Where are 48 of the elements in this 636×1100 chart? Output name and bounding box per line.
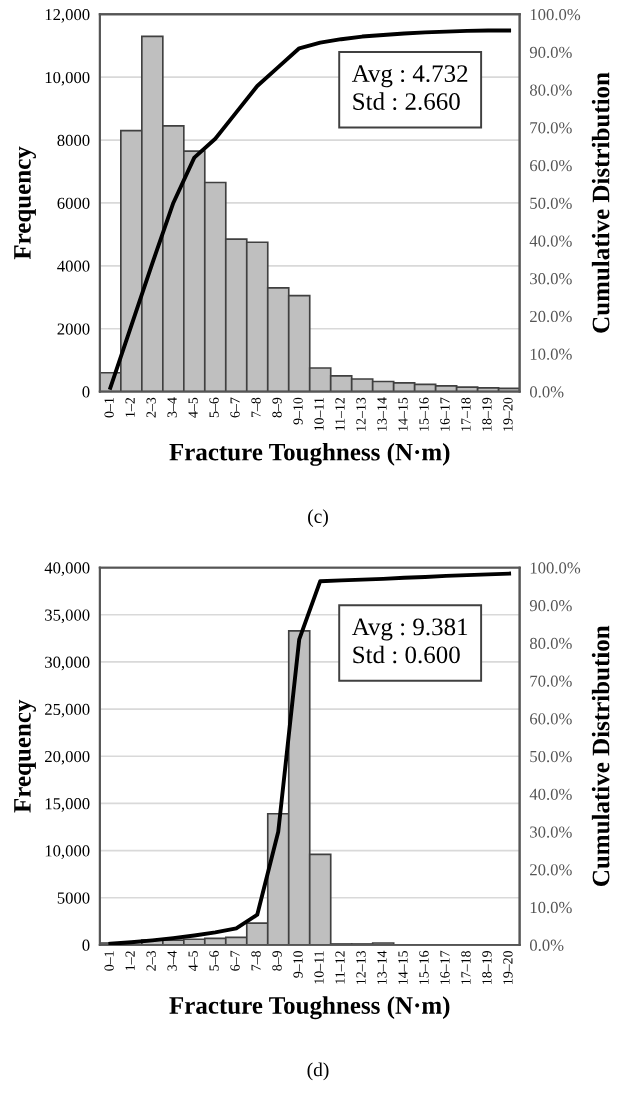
y-tick-label: 25,000	[45, 703, 90, 718]
x-axis-title: Fracture Toughness (N·m)	[169, 442, 450, 466]
y-tick-label: 5000	[57, 892, 90, 904]
y-tick-label: 35,000	[45, 609, 90, 624]
annotation: Avg : 9.381 Std : 0.600	[351, 618, 468, 664]
y2-tick-label: 30.0%	[530, 273, 572, 285]
y-tick-label: 0	[82, 939, 90, 951]
y2-tick-label: 70.0%	[530, 122, 572, 134]
y2-tick-label: 70.0%	[530, 675, 572, 687]
y-tick-label: 4000	[57, 260, 90, 272]
text: (c)	[308, 509, 328, 527]
annotation: Avg : 4.732 Std : 2.660	[351, 65, 468, 111]
y-tick-label: 40,000	[44, 562, 90, 576]
y-tick-label: 20,000	[45, 750, 90, 765]
y2-tick-label: 20.0%	[530, 864, 572, 876]
y-axis-title: Frequency	[14, 699, 36, 813]
y2-tick-label: 0.0%	[529, 386, 564, 398]
y-tick-label: 15,000	[45, 798, 90, 812]
y2-axis-title: Cumulative Distribution	[591, 72, 610, 333]
y2-tick-label: 40.0%	[529, 235, 572, 247]
y-axis-title: Frequency	[14, 146, 36, 260]
y2-tick-label: 10.0%	[530, 348, 572, 360]
y2-tick-label: 80.0%	[529, 637, 572, 650]
y-tick-label: 6000	[57, 197, 90, 209]
y2-tick-label: 50.0%	[530, 197, 572, 209]
text: (d)	[307, 1062, 329, 1081]
y2-tick-label: 20.0%	[530, 310, 572, 323]
y-tick-label: 10,000	[45, 71, 90, 86]
y2-tick-label: 40.0%	[529, 788, 572, 800]
y2-axis-title: Cumulative Distribution	[591, 625, 610, 886]
y-tick-label: 8000	[57, 134, 90, 147]
y-tick-label: 10,000	[45, 845, 90, 859]
y2-tick-label: 0.0%	[529, 939, 564, 951]
y2-tick-label: 100.0%	[530, 562, 581, 574]
y2-tick-label: 10.0%	[530, 901, 572, 914]
y2-tick-label: 90.0%	[529, 46, 572, 59]
y-tick-label: 0	[82, 386, 90, 398]
y-tick-label: 12,000	[45, 9, 90, 23]
y2-tick-label: 50.0%	[530, 750, 572, 763]
y2-tick-label: 30.0%	[530, 826, 572, 838]
y2-tick-label: 80.0%	[529, 84, 572, 96]
y-tick-label: 2000	[57, 323, 90, 335]
y2-tick-label: 60.0%	[530, 713, 572, 725]
y2-tick-label: 60.0%	[530, 159, 572, 172]
y2-tick-label: 100.0%	[530, 9, 581, 21]
y-tick-label: 30,000	[45, 656, 90, 671]
y2-tick-label: 90.0%	[529, 600, 572, 612]
x-axis-title: Fracture Toughness (N·m)	[169, 996, 450, 1020]
